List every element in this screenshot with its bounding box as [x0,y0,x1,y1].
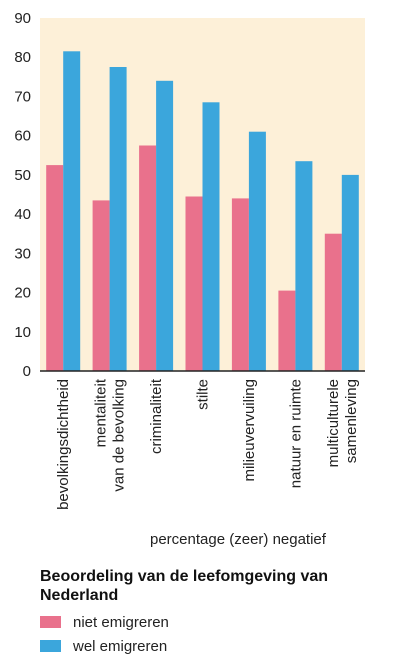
x-category-label: bevolkingsdichtheid [55,379,72,510]
legend: niet emigreren wel emigreren [40,611,169,659]
legend-label-wel-emigreren: wel emigreren [73,637,168,655]
bar-niet-emigreren [46,165,64,371]
bar-wel-emigreren [248,131,266,371]
x-category-label: mentaliteit [93,378,110,447]
x-category-label: samenleving [343,379,360,463]
bar-wel-emigreren [109,67,127,371]
legend-swatch-wel-emigreren [40,640,61,652]
bar-niet-emigreren [278,290,296,371]
chart-title: Beoordeling van de leefomgeving van Nede… [40,568,329,604]
x-category-label: criminaliteit [148,378,165,454]
y-tick-label: 40 [14,206,31,223]
bars [46,51,359,372]
x-axis-label: percentage (zeer) negatief [150,531,326,548]
bar-wel-emigreren [341,174,359,371]
bar-wel-emigreren [63,51,81,372]
y-tick-label: 20 [14,285,31,302]
legend-item-niet-emigreren: niet emigreren [40,611,169,633]
bar-niet-emigreren [92,200,110,371]
x-category-label: van de bevolking [111,379,128,492]
y-tick-label: 90 [14,10,31,27]
y-tick-label: 10 [14,324,31,341]
bar-niet-emigreren [324,233,342,371]
legend-swatch-niet-emigreren [40,616,61,628]
legend-label-niet-emigreren: niet emigreren [73,613,169,631]
x-category-label: multiculturele [325,379,342,467]
y-tick-label: 70 [14,88,31,105]
bar-niet-emigreren [185,196,203,371]
bar-chart: 0 10 20 30 40 50 60 70 80 90 bevolkingsdichtheid m… [14,10,365,510]
y-tick-label: 80 [14,49,31,66]
bar-wel-emigreren [202,102,220,372]
bar-niet-emigreren [139,145,157,371]
y-tick-label: 0 [23,363,31,380]
bar-wel-emigreren [295,161,313,371]
bar-niet-emigreren [231,198,249,371]
x-category-label: natuur en ruimte [287,379,304,488]
category-labels: bevolkingsdichtheid mentaliteit van de bev… [55,378,360,510]
x-category-label: stilte [195,379,212,410]
x-category-label: milieuvervuiling [241,379,258,482]
y-tick-label: 30 [14,245,31,262]
y-axis-ticks: 0 10 20 30 40 50 60 70 80 90 [14,10,31,380]
y-tick-label: 60 [14,128,31,145]
bar-wel-emigreren [156,80,174,372]
y-tick-label: 50 [14,167,31,184]
legend-item-wel-emigreren: wel emigreren [40,635,169,657]
